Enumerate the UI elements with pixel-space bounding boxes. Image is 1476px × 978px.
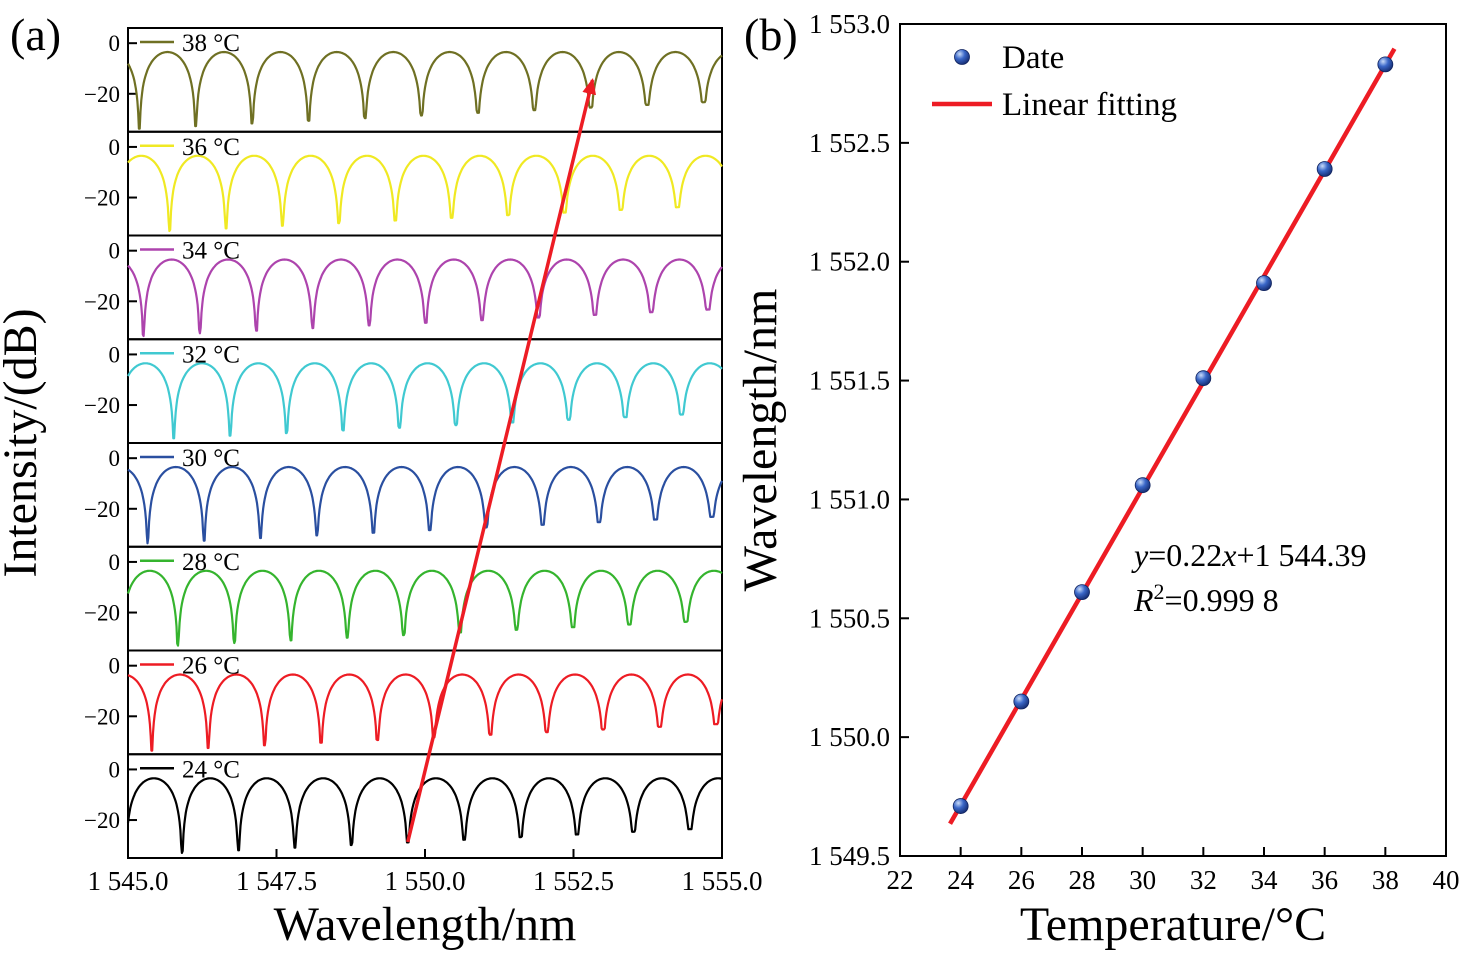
- spectrum-curve: [126, 569, 723, 647]
- x-tick-label: 28: [1069, 865, 1096, 895]
- subplot-legend-label: 30 °C: [182, 445, 240, 472]
- spectrum-curve: [127, 154, 723, 233]
- y-tick-label: 1 550.5: [809, 603, 890, 633]
- x-tick-label: 40: [1433, 865, 1460, 895]
- y-tick-label: −20: [84, 497, 120, 522]
- y-tick-label: 0: [109, 239, 121, 264]
- y-tick-label: −20: [84, 186, 120, 211]
- plot-frame: [899, 23, 1447, 857]
- data-point: [1195, 370, 1212, 387]
- panel-a-chart: 0 −20 38 °C 0 −20 36 °C 0 −20 34 °C 0 −20 32 °C 0 −20…: [0, 27, 763, 951]
- data-point: [1316, 161, 1333, 177]
- data-point: [1377, 56, 1394, 73]
- y-tick-label: 1 549.5: [809, 841, 890, 871]
- x-tick-label: 24: [947, 865, 975, 895]
- x-tick-label: 36: [1311, 865, 1338, 895]
- y-axis-title: Wavelength/nm: [734, 289, 787, 592]
- spectrum-curve: [127, 673, 724, 752]
- y-tick-label: −20: [84, 601, 120, 626]
- x-tick-label: 22: [887, 865, 914, 895]
- data-point: [1013, 693, 1030, 710]
- y-tick-label: 1 552.5: [809, 128, 890, 158]
- panel-b-label: (b): [744, 9, 798, 60]
- y-tick-label: 1 551.5: [809, 366, 890, 396]
- y-tick-label: −20: [84, 289, 120, 314]
- y-tick-label: 0: [109, 31, 121, 56]
- y-tick-label: 0: [109, 654, 121, 679]
- fit-equation: y=0.22x+1 544.39: [1131, 537, 1367, 573]
- y-tick-label: −20: [84, 704, 120, 729]
- spectrum-curve: [127, 362, 723, 440]
- legend-label-fit: Linear fitting: [1002, 87, 1177, 123]
- x-tick-label: 32: [1190, 865, 1217, 895]
- y-tick-label: 1 553.0: [809, 9, 890, 39]
- x-tick-label: 1 552.5: [533, 866, 614, 896]
- subplot-legend-label: 26 °C: [182, 653, 240, 680]
- spectrum-curve: [127, 465, 723, 545]
- x-tick-label: 30: [1129, 865, 1156, 895]
- panel-b-chart: 22 24 26 28 30 32 34 36 38 40 1 549.5 1 550.0 1 550.…: [734, 9, 1460, 951]
- fit-r-squared: R2=0.999 8: [1133, 579, 1279, 618]
- x-axis-title: Temperature/°C: [1020, 898, 1326, 951]
- legend-label-data: Date: [1002, 40, 1064, 76]
- x-tick-label: 1 545.0: [88, 866, 169, 896]
- y-tick-label: −20: [84, 82, 120, 107]
- x-tick-label: 1 550.0: [385, 866, 466, 896]
- x-tick-label: 1 555.0: [682, 866, 763, 896]
- data-point: [1256, 275, 1272, 292]
- panel-a-label: (a): [10, 9, 62, 60]
- spectrum-curve: [127, 258, 723, 338]
- subplot-legend-label: 28 °C: [182, 549, 240, 576]
- y-tick-label: 0: [109, 135, 121, 160]
- data-point: [1074, 584, 1090, 601]
- y-tick-label: −20: [84, 393, 120, 418]
- spectrum-curve: [126, 777, 723, 854]
- x-tick-label: 26: [1008, 865, 1035, 895]
- subplot-legend-label: 32 °C: [182, 341, 240, 368]
- y-tick-label: 1 551.0: [809, 484, 890, 514]
- x-axis-title: Wavelength/nm: [274, 898, 577, 951]
- y-tick-label: −20: [84, 808, 120, 833]
- subplot-legend-label: 38 °C: [182, 30, 240, 57]
- data-point: [952, 798, 969, 814]
- y-tick-label: 0: [109, 757, 121, 782]
- subplot-legend-label: 24 °C: [182, 756, 240, 783]
- x-tick-label: 38: [1372, 865, 1399, 895]
- y-tick-label: 0: [109, 342, 121, 367]
- red-shift-arrow: [406, 78, 597, 843]
- x-tick-label: 34: [1251, 865, 1279, 895]
- y-tick-label: 1 550.0: [809, 722, 890, 752]
- y-axis-title: Intensity/(dB): [0, 308, 47, 577]
- subplot-legend-label: 34 °C: [182, 238, 240, 265]
- x-tick-label: 1 547.5: [236, 866, 317, 896]
- spectrum-curve: [127, 50, 723, 130]
- y-tick-label: 1 552.0: [809, 247, 890, 277]
- subplot-legend-label: 36 °C: [182, 134, 240, 161]
- data-point: [1134, 477, 1151, 494]
- y-tick-label: 0: [109, 550, 121, 575]
- y-tick-label: 0: [109, 446, 121, 471]
- legend-marker-sphere: [954, 49, 970, 65]
